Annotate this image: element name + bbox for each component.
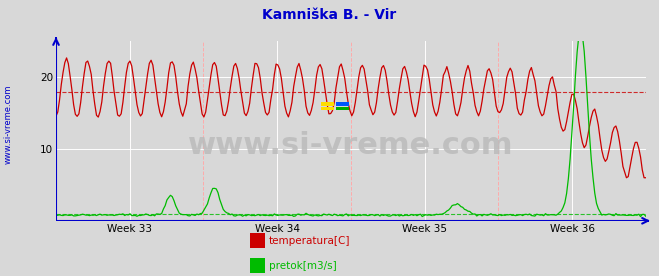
- Text: Kamniška B. - Vir: Kamniška B. - Vir: [262, 8, 397, 22]
- Bar: [336, 107, 349, 110]
- Bar: [322, 107, 334, 110]
- Text: www.si-vreme.com: www.si-vreme.com: [188, 131, 513, 160]
- Bar: [322, 102, 334, 106]
- Text: pretok[m3/s]: pretok[m3/s]: [269, 261, 337, 271]
- Bar: [336, 102, 349, 106]
- Text: temperatura[C]: temperatura[C]: [269, 237, 351, 246]
- Text: www.si-vreme.com: www.si-vreme.com: [3, 84, 13, 164]
